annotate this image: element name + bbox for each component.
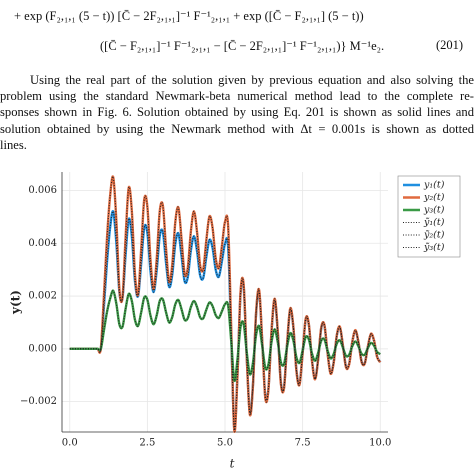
paragraph-line: solution obtained by using the Newmark m…: [0, 121, 474, 136]
dotted-line: [69, 290, 381, 382]
equation-line: + exp (F₂,₁,₁ (5 − t)) [C̄ − 2F₂,₁,₁]⁻¹ …: [14, 9, 364, 23]
y-tick-label: 0.006: [28, 185, 57, 196]
y-axis-label: y(t): [9, 290, 23, 315]
x-tick-label: 2.5: [139, 438, 155, 449]
paragraph: Using the real part of the solution give…: [0, 72, 474, 153]
x-tick-label: 7.5: [295, 438, 311, 449]
dotted-line: [69, 175, 381, 433]
x-tick-label: 10.0: [369, 438, 391, 449]
x-tick-label: 5.0: [217, 438, 233, 449]
equation-number: (201): [436, 38, 464, 52]
legend-label: y₁(t): [423, 180, 445, 191]
legend-label: y₃(t): [423, 205, 445, 216]
y-tick-label: 0.000: [28, 343, 57, 354]
paragraph-line: lines.: [0, 137, 27, 152]
x-axis-label: t: [230, 457, 235, 471]
x-tick-label: 0.0: [62, 438, 78, 449]
legend-label: ỹ₁(t): [423, 217, 445, 228]
y-tick-label: 0.002: [28, 291, 57, 302]
legend-box: [397, 175, 461, 258]
legend-label: ỹ₃(t): [423, 242, 445, 253]
paragraph-line: Using the real part of the solution give…: [30, 73, 474, 87]
paragraph-line: sponses shown in Fig. 6. Solution obtain…: [0, 105, 474, 120]
legend-label: ỹ₂(t): [423, 230, 445, 241]
paragraph-line: problem using the standard Newmark-beta …: [0, 89, 474, 104]
y-tick-label: −0.002: [20, 396, 57, 407]
y-tick-label: 0.004: [28, 238, 57, 249]
equation-line: ([C̄ − F₂,₁,₁]⁻¹ F⁻¹₂,₁,₁ − [C̄ − 2F₂,₁,…: [100, 39, 385, 53]
legend-label: y₂(t): [423, 192, 445, 203]
